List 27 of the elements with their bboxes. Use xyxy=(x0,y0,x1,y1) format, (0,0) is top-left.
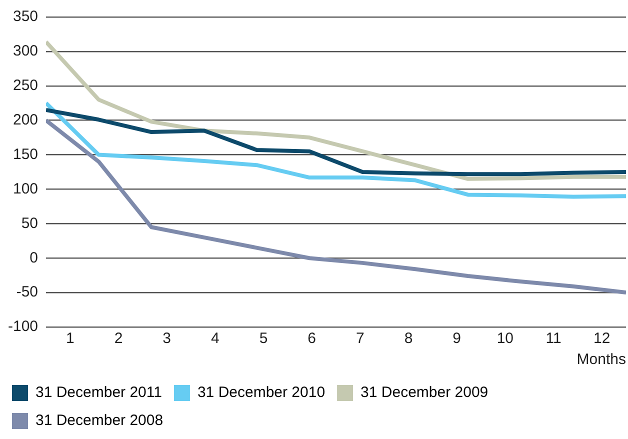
y-tick-label: -100 xyxy=(8,318,38,336)
x-tick-label: 6 xyxy=(308,330,316,348)
legend-label: 31 December 2009 xyxy=(360,384,488,402)
x-tick-label: 5 xyxy=(259,330,268,348)
x-tick-label: 1 xyxy=(66,330,74,348)
x-tick-label: 8 xyxy=(404,330,413,348)
y-tick-label: 50 xyxy=(21,214,38,232)
y-tick-label: 150 xyxy=(12,146,38,163)
legend-label: 31 December 2010 xyxy=(197,384,326,402)
y-tick-label: 0 xyxy=(30,249,38,266)
y-tick-label: 100 xyxy=(12,180,38,198)
x-tick-label: 10 xyxy=(496,330,514,348)
x-tick-label: 4 xyxy=(211,330,220,348)
x-tick-label: 12 xyxy=(593,330,610,348)
y-tick-label: 250 xyxy=(12,77,38,94)
x-tick-label: 11 xyxy=(546,330,562,348)
y-tick-label: 300 xyxy=(12,42,38,60)
legend-label: 31 December 2011 xyxy=(36,384,162,402)
x-tick-label: 9 xyxy=(452,330,462,348)
x-tick-label: 7 xyxy=(356,330,364,348)
x-tick-label: 3 xyxy=(162,330,172,348)
legend-label: 31 December 2008 xyxy=(36,412,164,430)
x-axis-title: Months xyxy=(576,351,626,368)
y-tick-label: 350 xyxy=(12,8,38,26)
x-tick-label: 2 xyxy=(114,330,123,348)
y-tick-label: -50 xyxy=(16,284,38,301)
y-tick-label: 200 xyxy=(12,111,38,128)
